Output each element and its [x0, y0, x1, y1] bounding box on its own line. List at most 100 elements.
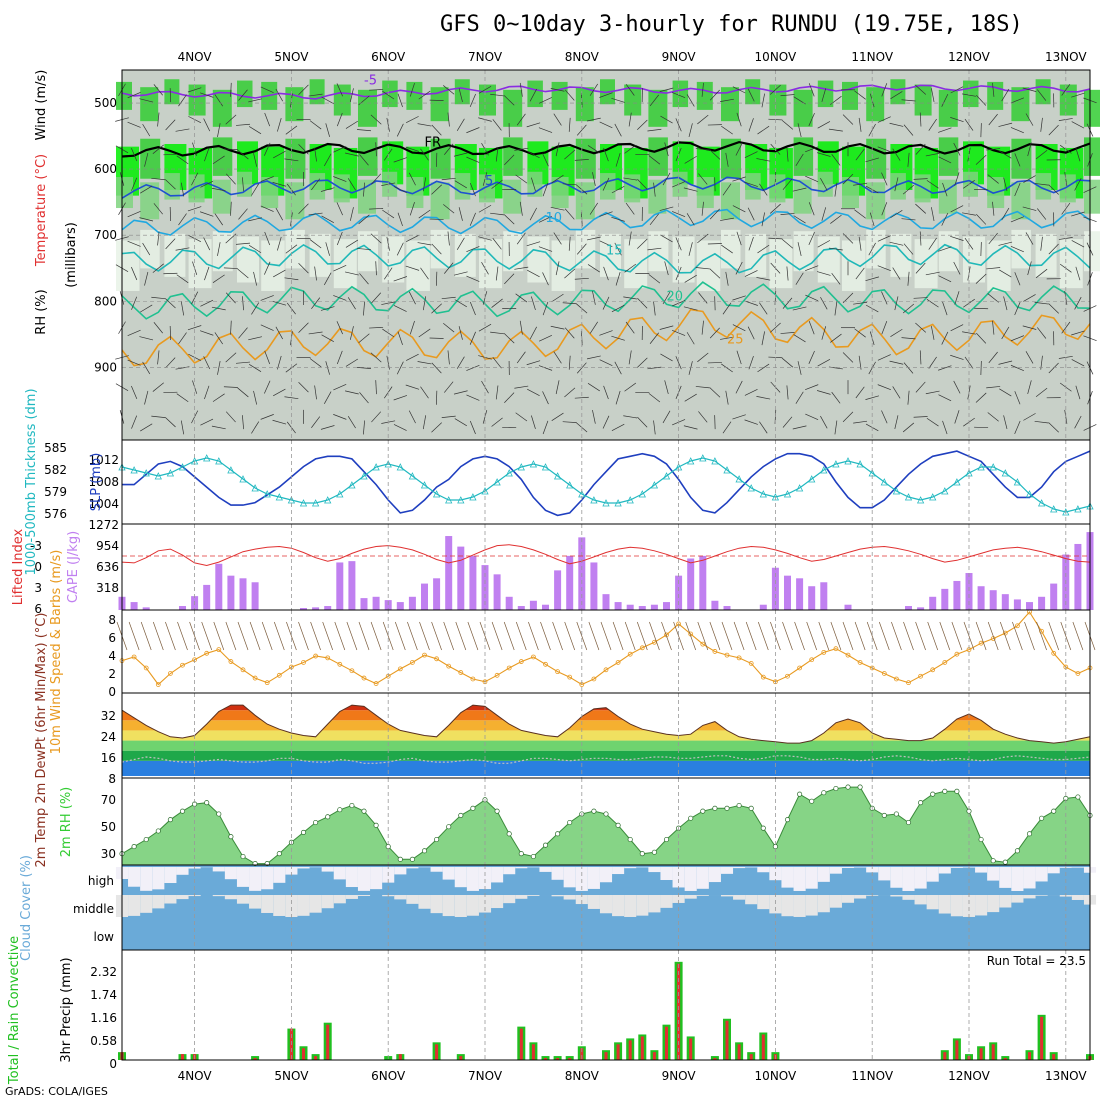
cloud-middle-cell	[357, 895, 371, 896]
cape-bar	[505, 596, 513, 610]
wind-barb	[628, 350, 632, 365]
cloud-high-cell	[152, 867, 165, 890]
wind-barb	[611, 423, 625, 432]
wind-barb	[211, 187, 226, 192]
wind-barb	[393, 186, 407, 193]
wind-barb	[311, 178, 321, 191]
temp-tick: 32	[101, 709, 116, 723]
wind-barb	[204, 385, 210, 400]
rh-patch	[938, 137, 959, 176]
surface-wind-barb	[1036, 621, 1047, 651]
cape-bar	[384, 600, 392, 610]
wind-barb	[408, 172, 416, 186]
wind-barb	[273, 269, 286, 278]
precip-convective-bar	[435, 1044, 439, 1060]
wind-barb	[393, 305, 407, 312]
wind-barb	[418, 328, 431, 338]
wind-barb	[999, 269, 1012, 278]
wind-barb	[358, 214, 370, 225]
thickness-point	[626, 496, 634, 504]
wind-barb	[469, 420, 476, 435]
wind-barb	[720, 336, 734, 340]
wind-speed-point	[216, 647, 222, 653]
cloud-high-cell	[866, 867, 879, 873]
wind-speed-point	[797, 665, 802, 671]
thickness-point	[142, 469, 150, 477]
wind-barb	[363, 420, 365, 435]
wind-barb	[748, 355, 754, 370]
wind-barb	[1022, 206, 1037, 211]
wind-barb	[238, 208, 248, 220]
wind-barb	[358, 333, 370, 344]
cloud-middle-cell	[938, 895, 951, 914]
wind-barb	[417, 361, 432, 365]
rh-patch	[745, 79, 761, 105]
wind-barb	[649, 94, 659, 107]
wind-barb	[881, 410, 888, 424]
wind-barb	[589, 83, 599, 96]
rh-patch	[479, 174, 495, 203]
wind-barb	[568, 236, 571, 251]
temp-tick: 24	[101, 730, 116, 744]
cape-bar	[1050, 583, 1058, 610]
cape-bar	[844, 604, 852, 610]
cloud-middle-cell	[890, 895, 903, 897]
wind-barb	[881, 321, 888, 335]
wind-barb	[808, 321, 815, 335]
wind-barb	[516, 232, 526, 245]
wind-speed-point	[373, 681, 379, 686]
wind-barb	[153, 322, 163, 334]
wind-barb	[599, 121, 613, 129]
wind-barb	[735, 261, 743, 275]
wind-barb	[191, 172, 199, 186]
rh2m-axis-label: 2m RH (%)	[59, 787, 74, 858]
wind-barb	[865, 395, 880, 400]
wind-barb	[805, 265, 819, 272]
wind-barb	[253, 390, 258, 405]
cape-bar	[784, 575, 791, 610]
day-label-top: 7NOV	[468, 50, 503, 64]
wind-barb	[660, 115, 673, 124]
day-label-top: 12NOV	[948, 50, 990, 64]
wind-barb	[637, 297, 648, 309]
rh-patch	[575, 87, 594, 122]
dewpoint-line	[121, 755, 1091, 764]
thickness-point	[263, 490, 271, 498]
wind-barb	[165, 119, 176, 131]
wind-barb	[881, 83, 888, 97]
thickness-point	[759, 490, 767, 498]
rh-patch	[624, 174, 641, 203]
rh-patch	[890, 173, 906, 200]
cloud-high-cell	[478, 867, 492, 890]
wind-barb	[152, 144, 164, 154]
thickness-point	[795, 484, 804, 492]
wind-barb	[659, 206, 674, 211]
wind-barb	[140, 423, 153, 432]
cape-bar	[142, 607, 150, 610]
thickness-point	[650, 481, 659, 489]
wind-barb	[1071, 211, 1085, 217]
rh-point	[857, 784, 863, 790]
wind-barb	[919, 350, 922, 365]
cloud-high-cell	[261, 867, 274, 890]
rh-patch	[164, 233, 186, 277]
wind-barb	[931, 88, 935, 103]
precip-convective-bar	[531, 1044, 535, 1060]
rh-patch	[721, 229, 741, 269]
wind-barb	[320, 425, 335, 430]
wind-speed-point	[954, 651, 960, 657]
wind-barb	[623, 296, 638, 300]
wind-barb	[225, 352, 237, 363]
rh-point	[930, 791, 936, 797]
surface-wind-barb	[1060, 621, 1072, 651]
wind-barb	[180, 301, 185, 316]
wind-speed-point	[301, 660, 306, 665]
wind-barb	[759, 421, 768, 434]
wind-barb	[466, 127, 480, 134]
wind-barb	[347, 297, 356, 310]
wind-barb	[142, 242, 151, 256]
wind-speed-point	[264, 680, 270, 686]
wind-barb	[564, 149, 576, 160]
wind-barb	[709, 208, 720, 220]
wind-barb	[175, 128, 190, 132]
